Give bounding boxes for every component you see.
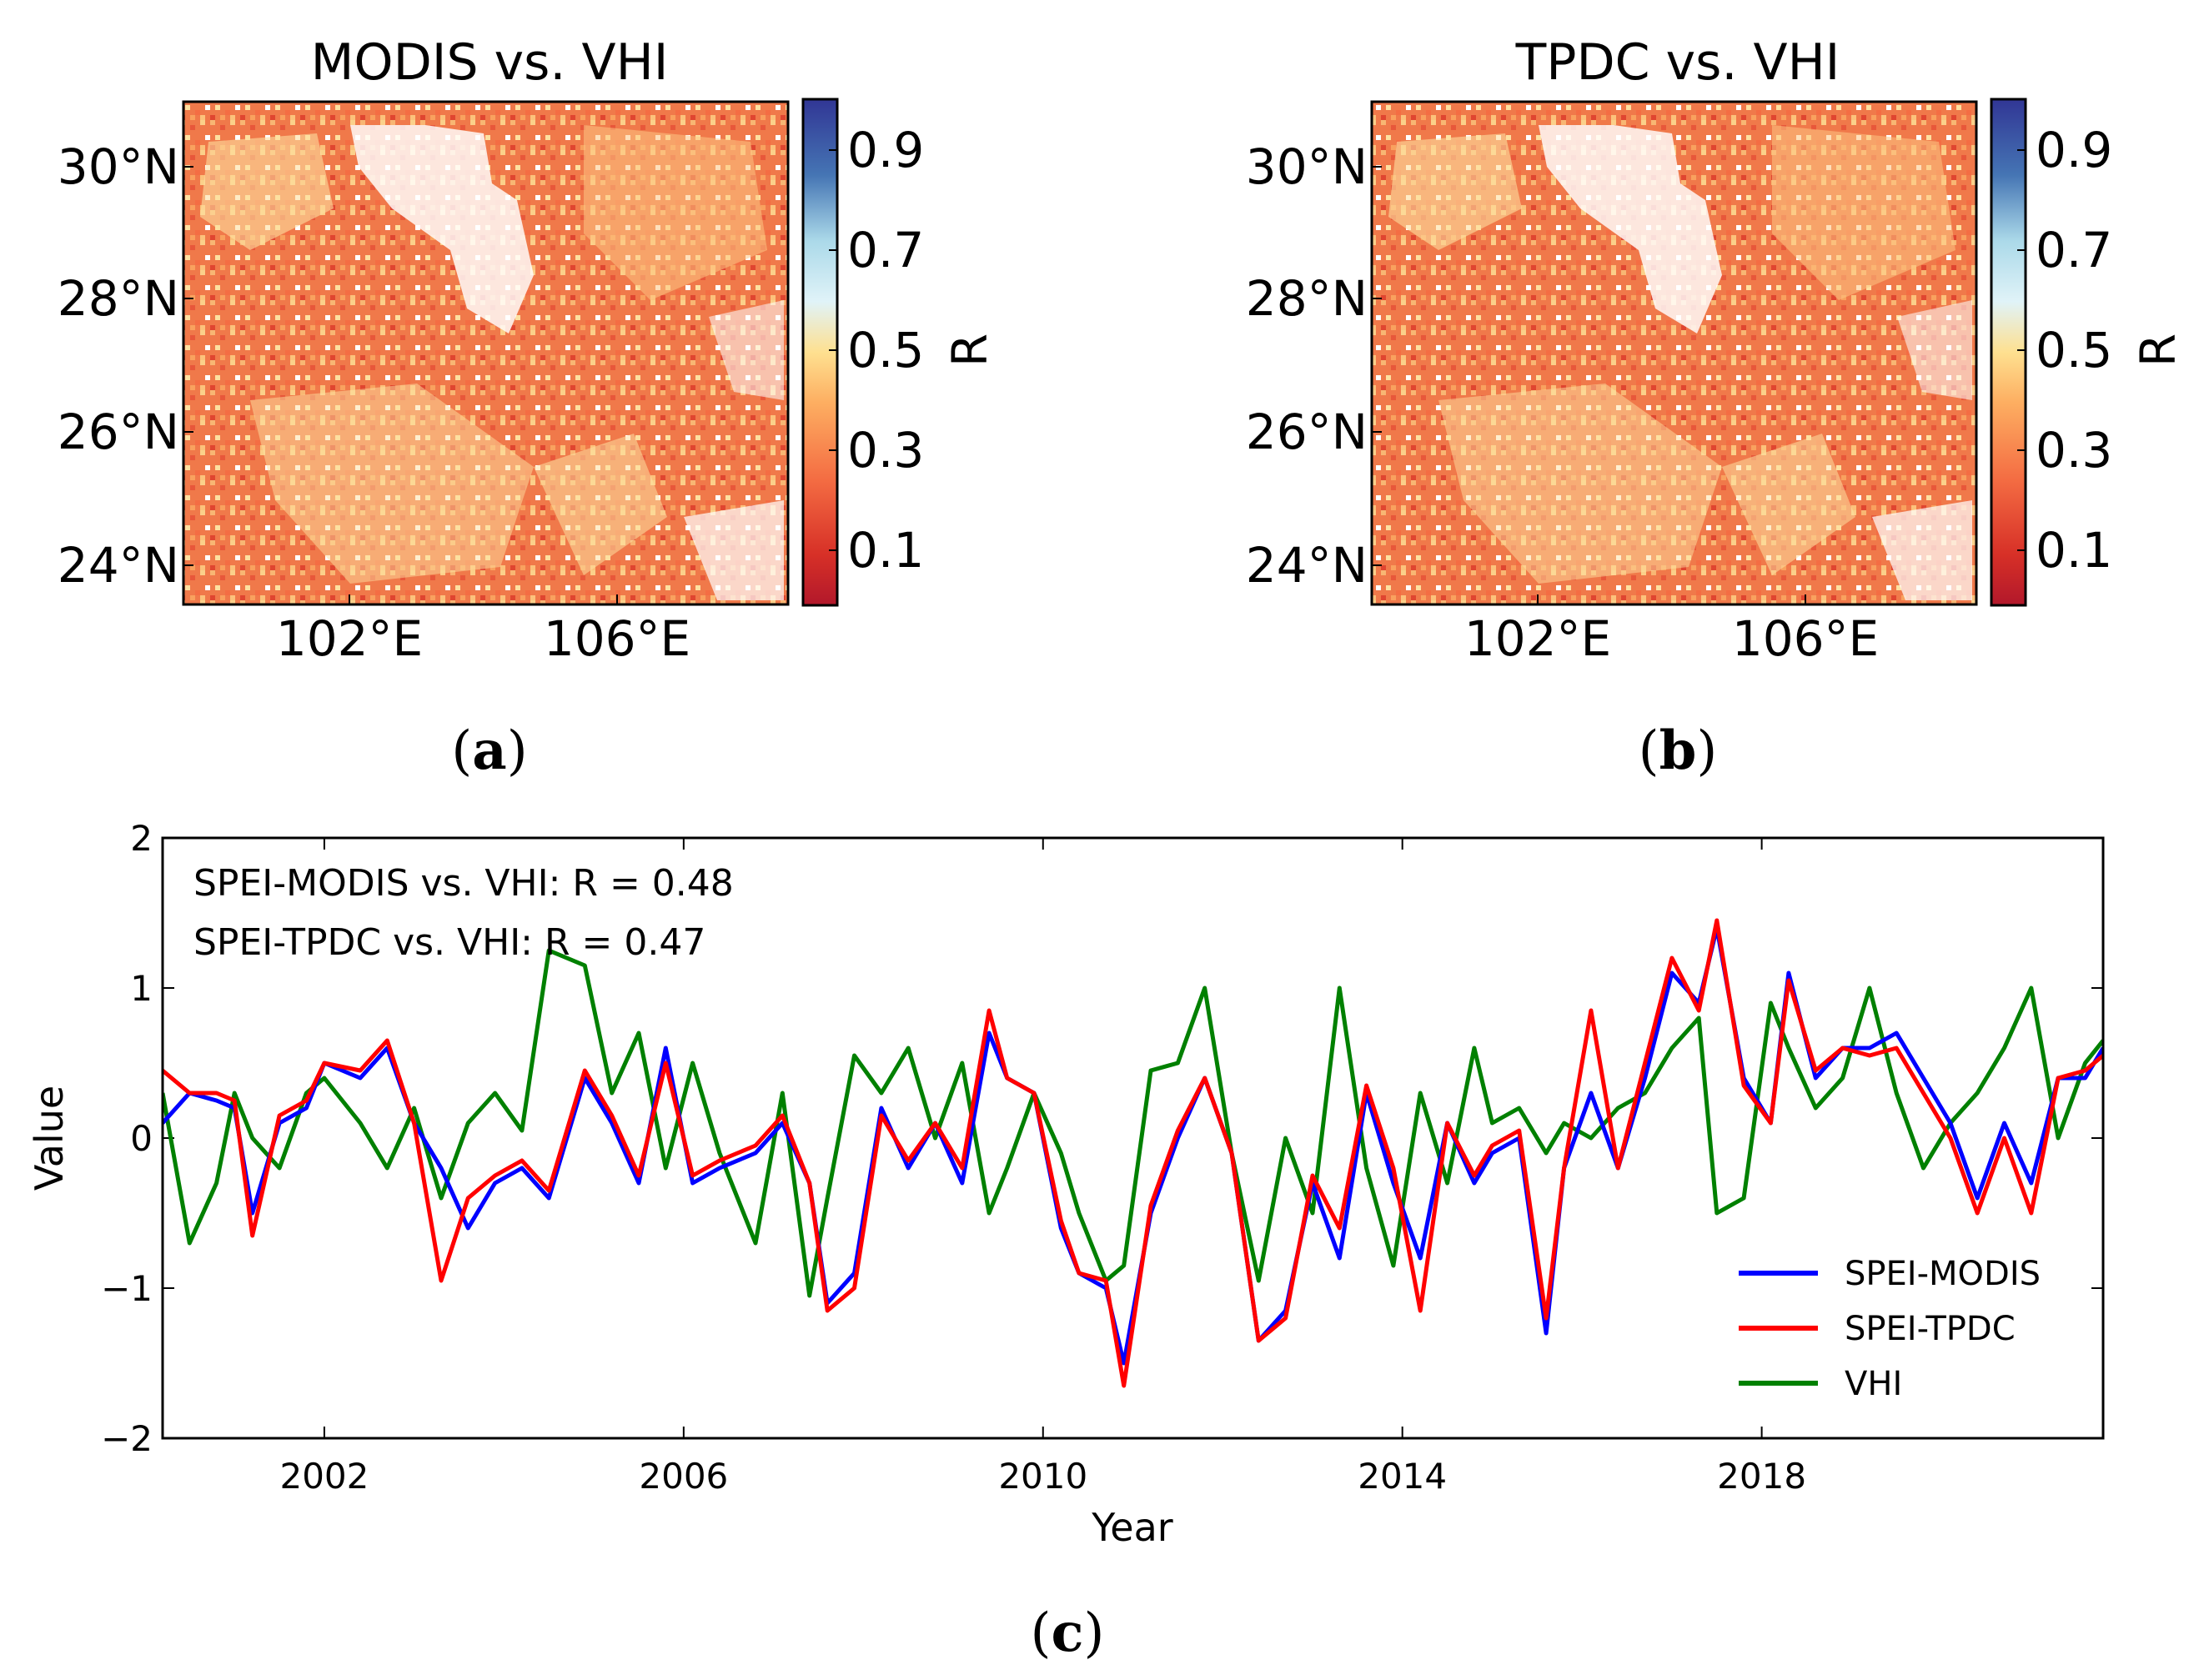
- map-b-x-ticks: 102°E 106°E: [1464, 594, 1879, 667]
- map-b-ytick: 30°N: [1246, 138, 1368, 195]
- map-b-ytick: 24°N: [1246, 537, 1368, 594]
- map-panel-b: TPDC vs. VHI 30°N 28°N 26°N 24°N 102°E: [1246, 33, 2186, 782]
- series-line-spei-modis: [163, 925, 2103, 1366]
- colorbar-a-tick: 0.3: [847, 422, 924, 479]
- map-a-ytick: 28°N: [58, 270, 179, 327]
- colorbar-b: 0.9 0.7 0.5 0.3 0.1 R: [1990, 98, 2186, 607]
- panel-label-c: (c): [1031, 1602, 1105, 1664]
- legend-label-vhi: VHI: [1845, 1365, 1902, 1403]
- map-b-xtick: 102°E: [1464, 610, 1611, 667]
- line-c-xtick-label: 2018: [1717, 1456, 1806, 1497]
- line-panel-c: 2002 2006 2010 2014 2018 2 1 0 −1 −2 SPEI-MODIS v…: [27, 818, 2105, 1664]
- colorbar-a-tick: 0.7: [847, 222, 924, 278]
- map-a-xtick: 102°E: [276, 610, 423, 667]
- map-a-ytick: 26°N: [58, 404, 179, 460]
- panel-label-b: (b): [1639, 720, 1718, 782]
- map-b-ytick: 26°N: [1246, 404, 1368, 460]
- line-c-series: [163, 918, 2103, 1388]
- line-c-ytick-label: 2: [130, 818, 153, 859]
- map-a-title: MODIS vs. VHI: [311, 33, 669, 92]
- map-a-y-ticks: 30°N 28°N 26°N 24°N: [58, 138, 193, 594]
- colorbar-b-tick: 0.1: [2036, 522, 2112, 579]
- annotation-modis: SPEI-MODIS vs. VHI: R = 0.48: [193, 862, 734, 905]
- map-panel-a: MODIS vs. VHI 30°N 28°N 26°N 24°N 102°E: [58, 33, 998, 782]
- line-c-xtick-label: 2014: [1358, 1456, 1447, 1497]
- colorbar-a-label: R: [941, 333, 998, 367]
- colorbar-b-tick: 0.7: [2036, 222, 2112, 278]
- line-c-ytick-label: 0: [130, 1118, 153, 1159]
- line-c-ytick-label: 1: [130, 968, 153, 1009]
- line-c-xtick-label: 2010: [998, 1456, 1087, 1497]
- map-b-y-ticks: 30°N 28°N 26°N 24°N: [1246, 138, 1382, 594]
- line-c-frame: [161, 836, 2105, 1440]
- legend: SPEI-MODIS SPEI-TPDC VHI: [1739, 1255, 2041, 1403]
- series-line-vhi: [163, 948, 2103, 1298]
- annotation-tpdc: SPEI-TPDC vs. VHI: R = 0.47: [193, 921, 705, 964]
- map-a-frame: [182, 100, 790, 606]
- map-a-ytick: 24°N: [58, 537, 179, 594]
- map-b-raster: [1372, 102, 1976, 604]
- map-a-raster: [183, 102, 788, 604]
- colorbar-a-tick: 0.5: [847, 322, 924, 379]
- line-c-ytick-label: −2: [101, 1418, 153, 1459]
- line-c-xlabel: Year: [1091, 1505, 1172, 1550]
- line-c-ylabel: Value: [27, 1086, 72, 1191]
- map-b-xtick: 106°E: [1732, 610, 1879, 667]
- line-c-xtick-label: 2006: [639, 1456, 728, 1497]
- series-line-spei-tpdc: [163, 918, 2103, 1388]
- colorbar-b-tick: 0.5: [2036, 322, 2112, 379]
- line-c-ytick-label: −1: [101, 1268, 153, 1309]
- colorbar-a: 0.9 0.7 0.5 0.3 0.1 R: [801, 98, 998, 607]
- colorbar-b-tick: 0.3: [2036, 422, 2112, 479]
- colorbar-b-label: R: [2130, 333, 2186, 367]
- map-b-frame: [1370, 100, 1978, 606]
- map-a-x-ticks: 102°E 106°E: [276, 594, 690, 667]
- map-a-ytick: 30°N: [58, 138, 179, 195]
- colorbar-a-tick: 0.1: [847, 522, 924, 579]
- map-b-ytick: 28°N: [1246, 270, 1368, 327]
- panel-label-a: (a): [451, 720, 527, 782]
- line-c-xtick-label: 2002: [279, 1456, 369, 1497]
- colorbar-a-tick: 0.9: [847, 122, 924, 178]
- legend-label-spei-tpdc: SPEI-TPDC: [1845, 1310, 2016, 1348]
- colorbar-b-tick: 0.9: [2036, 122, 2112, 178]
- map-b-title: TPDC vs. VHI: [1515, 33, 1840, 92]
- line-c-ticks: 2002 2006 2010 2014 2018 2 1 0 −1 −2: [101, 818, 2103, 1497]
- map-a-xtick: 106°E: [544, 610, 690, 667]
- legend-label-spei-modis: SPEI-MODIS: [1845, 1255, 2041, 1293]
